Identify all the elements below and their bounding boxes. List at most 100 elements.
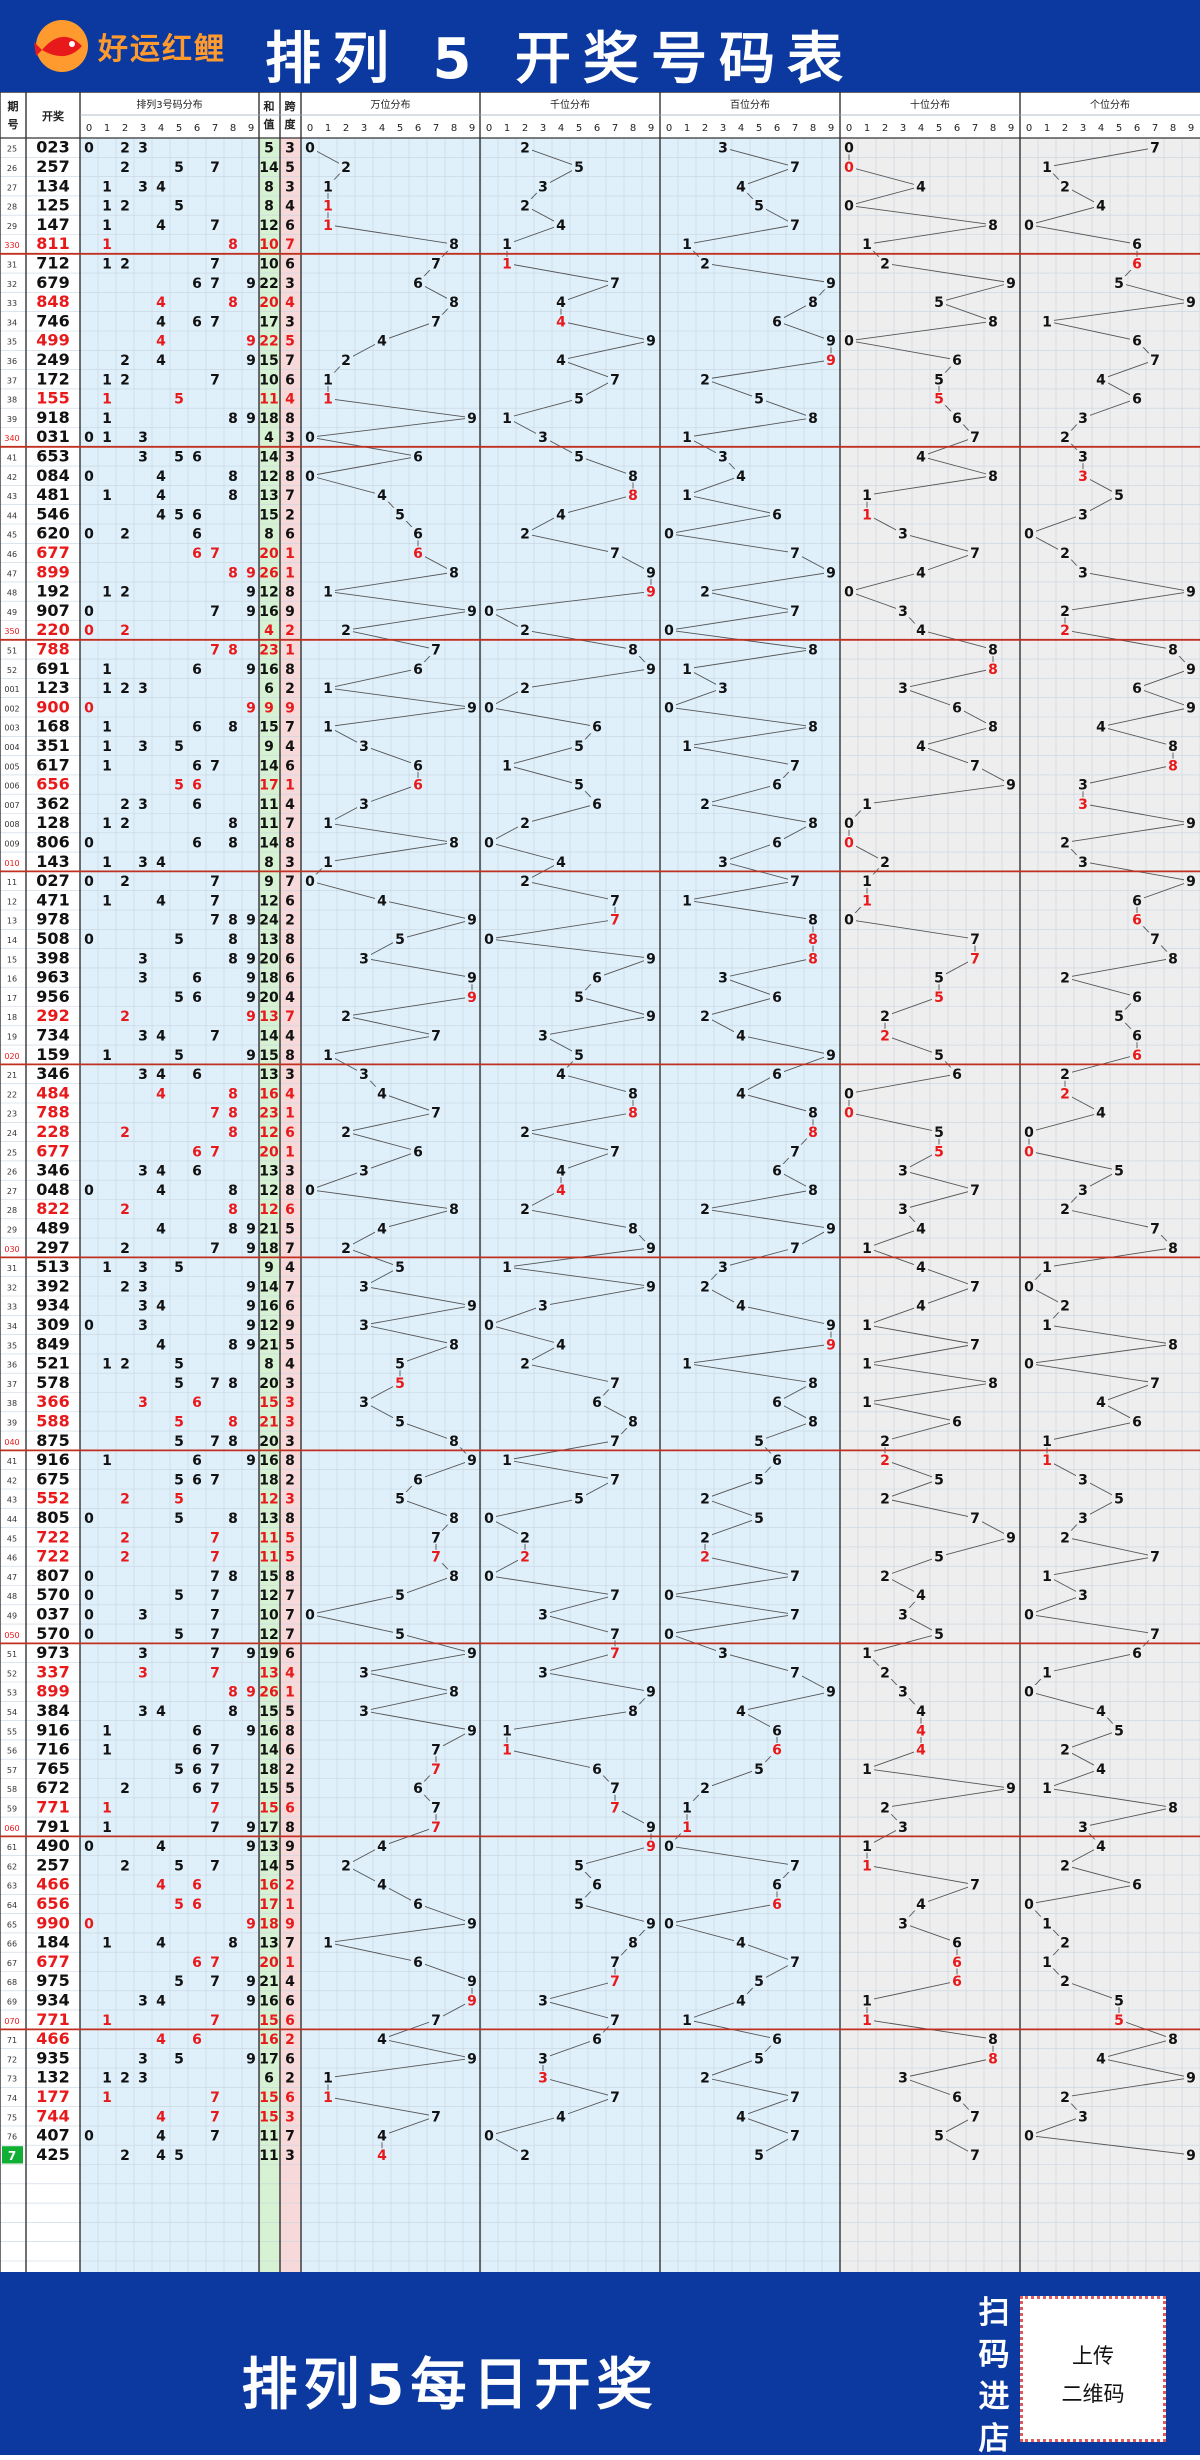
pos-digit-2: 8 (808, 1106, 818, 1122)
sum-value: 4 (264, 430, 274, 446)
pos-digit-2: 0 (664, 1916, 674, 1932)
pos-digit-3: 6 (952, 411, 962, 427)
p3-digit: 5 (174, 2148, 184, 2164)
span-value: 3 (285, 1164, 295, 1180)
pos-digit-bg (806, 411, 820, 425)
draw-number: 617 (36, 755, 69, 774)
pos-digit-bg (1184, 700, 1198, 714)
p3-digit: 9 (246, 1009, 256, 1025)
pos-digit-bg (770, 314, 784, 328)
sum-value: 5 (264, 141, 274, 157)
pos-digit-bg (824, 1221, 838, 1236)
pos-digit-4: 1 (1042, 1318, 1052, 1334)
pos-digit-1: 9 (646, 1279, 656, 1295)
pos-digit-1: 6 (592, 971, 602, 987)
pos-digit-bg (429, 256, 443, 271)
pos-digit-bg (303, 430, 317, 444)
pos-digit-bg (554, 1067, 568, 1081)
p3-digit: 4 (156, 1299, 166, 1315)
qr-code-placeholder[interactable]: 上传 二维码 (1020, 2296, 1166, 2442)
pos-digit-2: 9 (826, 565, 836, 581)
pos-digit-0: 6 (413, 662, 423, 678)
pos-digit-bg (1058, 623, 1072, 637)
span-value: 1 (285, 1144, 295, 1160)
pos-digit-bg (698, 1279, 712, 1293)
pos-digit-bg (1094, 720, 1108, 734)
p3-digit: 1 (102, 893, 112, 909)
span-value: 6 (285, 256, 295, 272)
pos-digit-2: 5 (754, 392, 764, 408)
draw-number: 346 (36, 1161, 69, 1180)
p3-digit: 1 (102, 411, 112, 427)
pos-digit-1: 9 (646, 1839, 656, 1855)
pos-digit-0: 6 (413, 1472, 423, 1488)
pos-digit-4: 6 (1132, 1414, 1142, 1430)
p3-digit: 9 (246, 1974, 256, 1990)
pos-digit-bg (1076, 855, 1090, 869)
pos-digit-0: 3 (359, 1395, 369, 1411)
p3-digit: 9 (246, 1723, 256, 1739)
pos-digit-bg (393, 1492, 407, 1506)
pos-digit-1: 1 (502, 1723, 512, 1739)
pos-digit-4: 0 (1024, 1144, 1034, 1160)
p3-digit: 8 (228, 565, 238, 581)
pos-digit-0: 9 (467, 411, 477, 427)
pos-digit-0: 7 (431, 1028, 441, 1044)
p3-digit: 5 (174, 1434, 184, 1450)
pos-digit-bg (968, 1337, 982, 1351)
pos-digit-bg (572, 739, 586, 753)
pos-digit-3: 7 (970, 1279, 980, 1295)
pos-digit-4: 7 (1150, 141, 1160, 157)
p3-digit: 7 (210, 1241, 220, 1257)
pos-digit-bg (806, 1125, 820, 1139)
p3-digit: 4 (156, 1183, 166, 1199)
pos-digit-1: 7 (610, 372, 620, 388)
pos-digit-bg (698, 797, 712, 811)
span-value: 5 (285, 334, 295, 350)
pos-digit-1: 2 (520, 1125, 530, 1141)
pos-digit-bg (1022, 1125, 1036, 1139)
pos-digit-bg (734, 1086, 748, 1100)
pos-digit-1: 3 (538, 1993, 548, 2009)
pos-digit-bg (482, 604, 496, 618)
period-number: 32 (7, 1283, 17, 1292)
p3-digit: 4 (156, 893, 166, 909)
pos-digit-2: 2 (700, 1279, 710, 1295)
pos-digit-bg (662, 1588, 676, 1602)
pos-digit-4: 0 (1024, 1607, 1034, 1623)
pos-digit-4: 9 (1186, 700, 1196, 716)
p3-digit: 0 (84, 1588, 94, 1604)
sum-value: 16 (259, 1723, 278, 1739)
digit-header: 2 (882, 123, 888, 134)
pos-digit-bg (824, 1318, 838, 1332)
p3-digit: 1 (102, 758, 112, 774)
p3-digit: 9 (246, 1916, 256, 1932)
pos-digit-1: 4 (556, 1164, 566, 1180)
sum-value: 15 (259, 1048, 278, 1064)
pos-digit-bg (608, 893, 622, 907)
sum-value: 20 (259, 1376, 279, 1392)
pos-digit-4: 2 (1060, 546, 1070, 562)
pos-digit-bg (626, 1221, 640, 1236)
p3-digit: 1 (102, 662, 112, 678)
draw-number: 123 (36, 678, 69, 697)
p3-digit: 7 (210, 1974, 220, 1990)
pos-digit-bg (429, 1530, 443, 1544)
pos-digit-bg (788, 758, 802, 772)
pos-digit-bg (357, 1279, 371, 1293)
pos-digit-3: 8 (988, 469, 998, 485)
pos-digit-bg (842, 835, 856, 850)
pos-digit-2: 8 (808, 1183, 818, 1199)
p3-digit: 8 (228, 1414, 238, 1430)
pos-digit-bg (1076, 1183, 1090, 1197)
digit-header: 2 (122, 123, 128, 134)
sum-value: 15 (259, 2109, 278, 2125)
span-value: 3 (285, 1067, 295, 1083)
pos-digit-4: 4 (1096, 372, 1106, 388)
draw-number: 220 (36, 620, 69, 639)
pos-digit-bg (698, 1202, 712, 1216)
span-value: 4 (285, 739, 295, 755)
p3-digit: 9 (246, 1299, 256, 1315)
pos-digit-3: 7 (970, 932, 980, 948)
